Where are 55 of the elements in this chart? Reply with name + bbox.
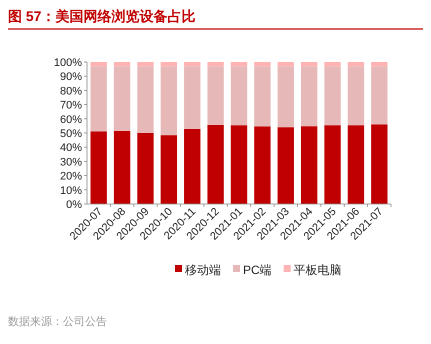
bar <box>160 135 178 204</box>
bar <box>348 62 364 66</box>
bar <box>254 66 271 126</box>
bar <box>278 62 294 66</box>
bar <box>160 62 178 66</box>
bar <box>137 66 154 133</box>
bar <box>160 66 178 136</box>
bar <box>324 125 341 204</box>
bar <box>348 66 364 126</box>
y-tick-label: 0% <box>66 199 82 211</box>
bar <box>114 130 130 204</box>
bar <box>300 66 318 126</box>
bar <box>300 126 318 204</box>
y-tick-label: 90% <box>60 71 82 84</box>
bar <box>371 62 388 66</box>
bar <box>254 126 271 204</box>
y-tick-label: 50% <box>60 128 82 140</box>
bar <box>137 62 154 66</box>
bar <box>371 66 388 124</box>
bar <box>184 62 200 66</box>
bar <box>184 128 200 204</box>
y-tick-label: 70% <box>60 100 82 112</box>
bar <box>324 66 341 126</box>
bar <box>90 131 107 204</box>
legend-label: PC端 <box>243 263 272 277</box>
bar <box>90 62 107 66</box>
y-tick-label: 60% <box>60 114 82 126</box>
y-tick-label: 100% <box>54 57 82 69</box>
bar <box>324 62 341 66</box>
y-tick-label: 30% <box>60 156 82 168</box>
chart-title: 图 57：美国网络浏览设备占比 <box>8 8 196 24</box>
bar <box>278 127 294 204</box>
legend-label: 平板电脑 <box>294 263 342 277</box>
y-tick-label: 80% <box>60 85 82 98</box>
bar <box>230 62 248 66</box>
bar <box>278 66 294 128</box>
y-tick-label: 20% <box>60 170 82 183</box>
bar <box>207 124 224 204</box>
bar <box>207 66 224 125</box>
bar <box>371 124 388 204</box>
bar <box>207 62 224 66</box>
bar <box>137 132 154 204</box>
y-tick-label: 40% <box>60 142 82 154</box>
bar <box>90 66 107 132</box>
bar <box>348 125 364 204</box>
bar <box>300 62 318 66</box>
bar <box>230 66 248 126</box>
bar <box>184 66 200 129</box>
bar <box>114 62 130 66</box>
bar <box>254 62 271 66</box>
legend-label: 移动端 <box>185 263 221 277</box>
bar <box>230 125 248 204</box>
bar <box>114 66 130 131</box>
source-note: 数据来源：公司公告 <box>8 315 107 328</box>
y-tick-label: 10% <box>60 184 82 197</box>
